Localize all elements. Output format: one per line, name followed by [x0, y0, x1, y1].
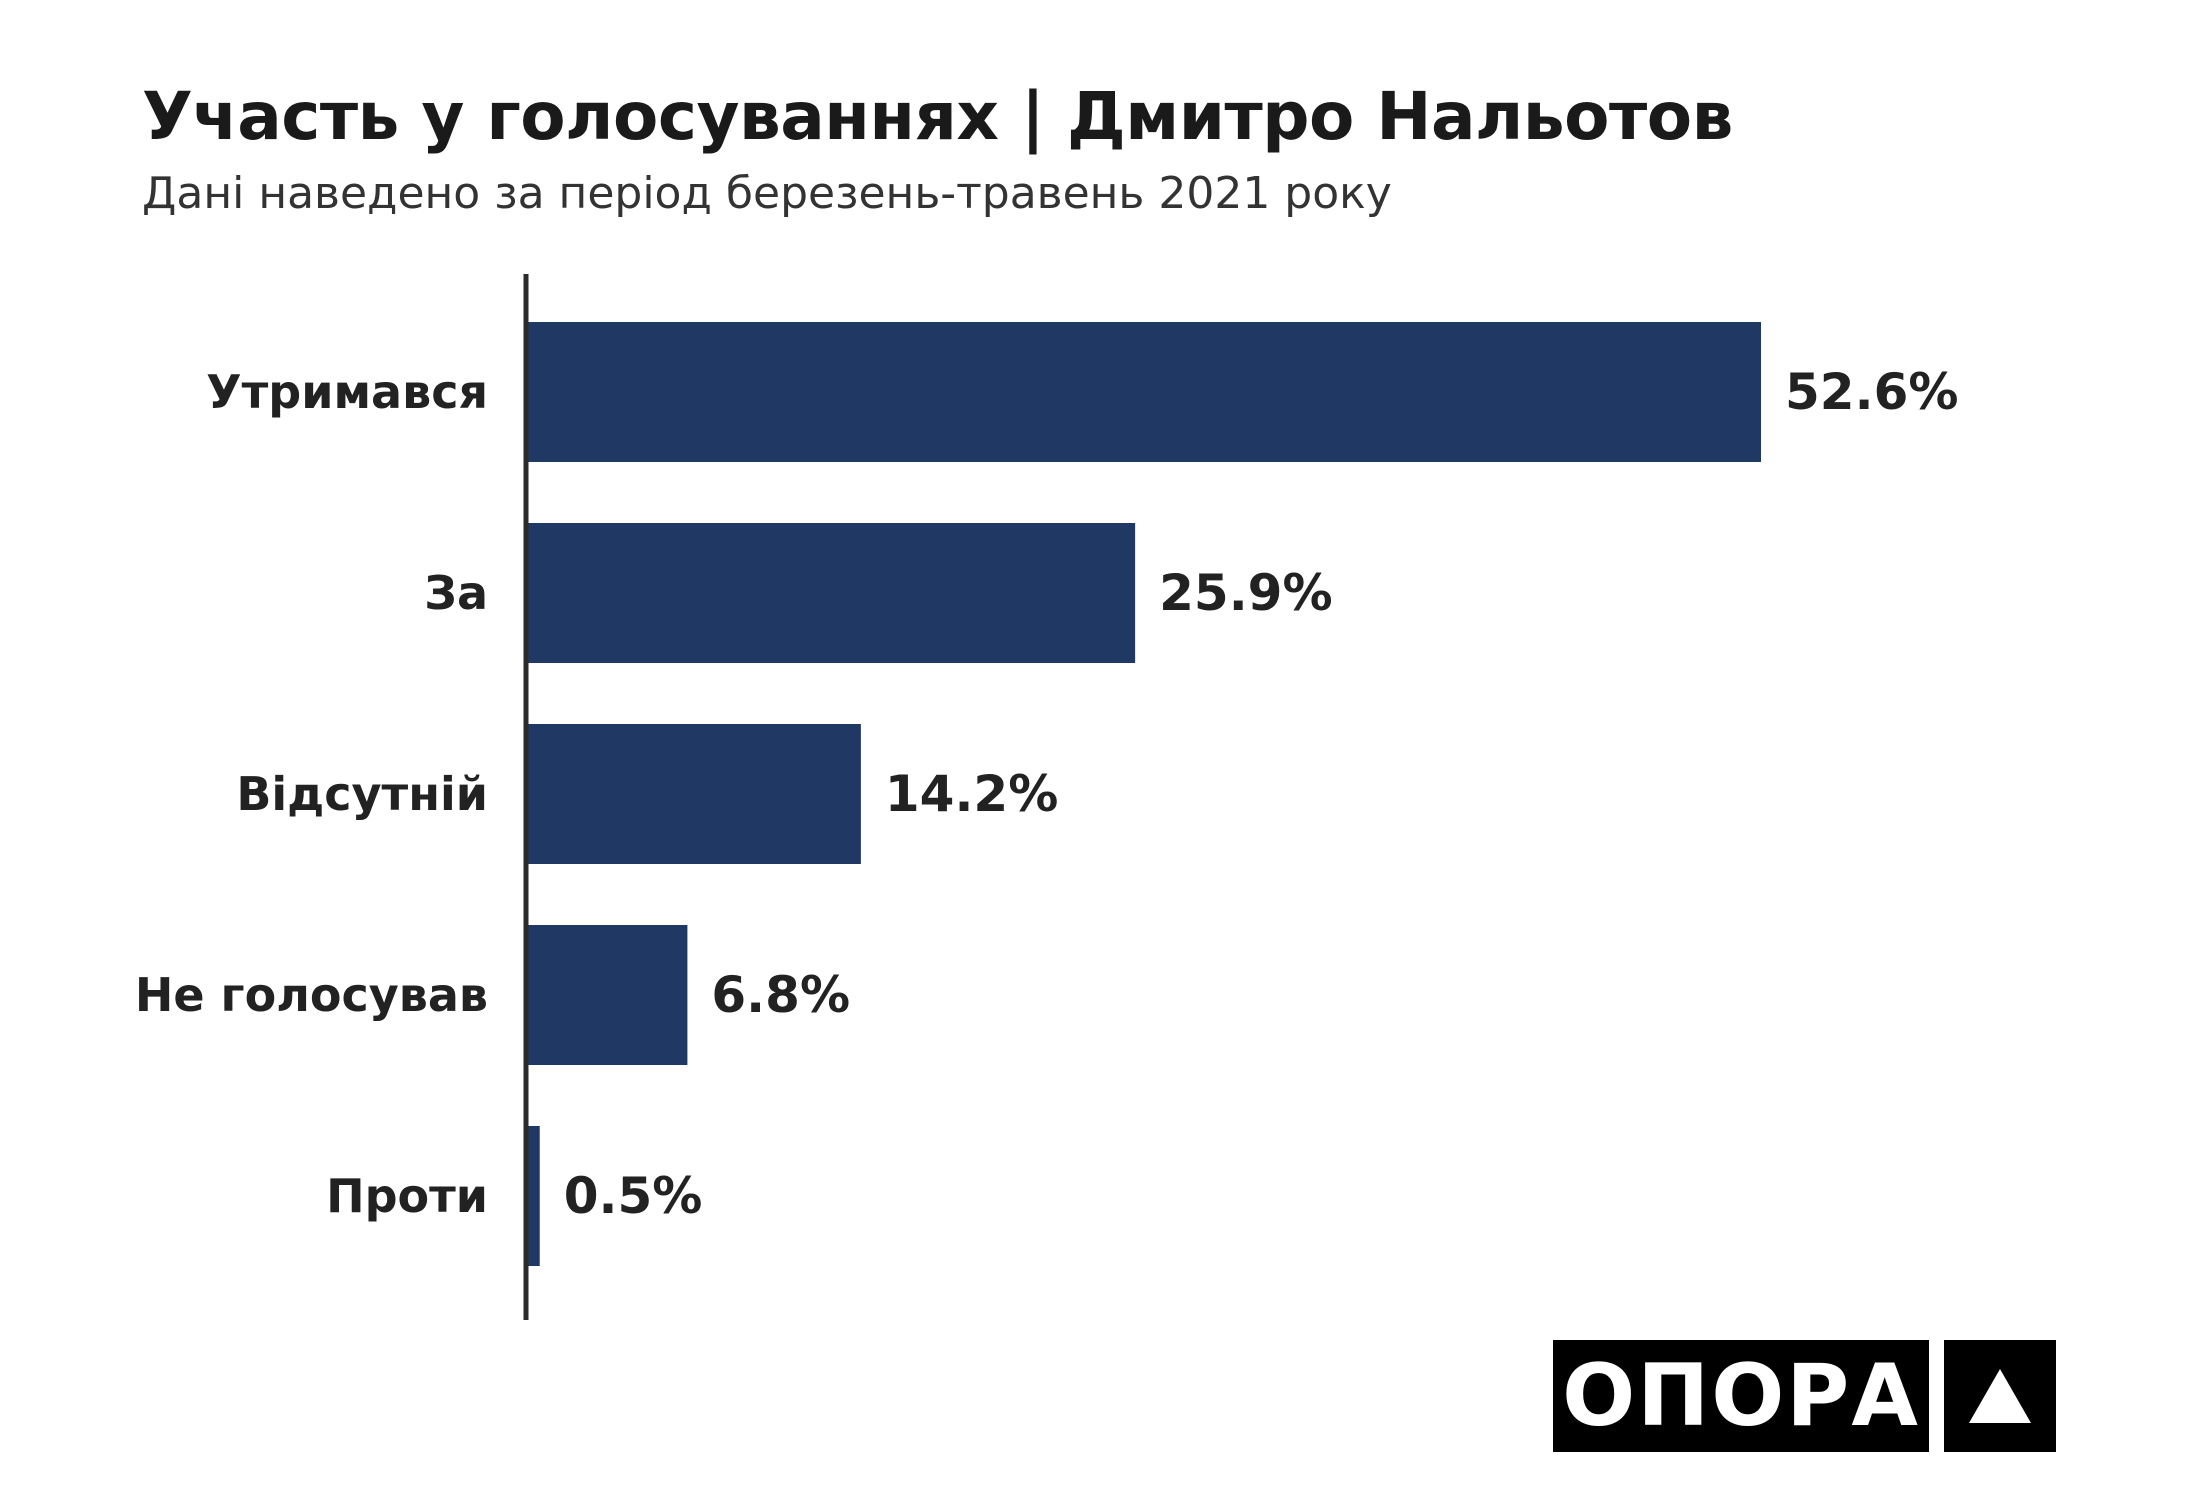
value-label: 6.8% — [711, 966, 850, 1024]
bar-chart: Утримався 52.6% За 25.9% Відсутній 14.2% Не го… — [135, 274, 1959, 1320]
value-label: 25.9% — [1159, 564, 1332, 622]
category-label: За — [424, 566, 488, 620]
bar — [528, 925, 688, 1065]
opora-logo: ОПОРА — [1553, 1340, 2056, 1452]
value-label: 52.6% — [1785, 363, 1958, 421]
bar — [528, 322, 1761, 462]
category-label: Відсутній — [236, 767, 488, 821]
bar — [528, 724, 861, 864]
chart-title: Участь у голосуваннях | Дмитро Нальотов — [142, 78, 1733, 155]
bar — [528, 1126, 540, 1266]
category-label: Утримався — [206, 365, 488, 419]
value-label: 0.5% — [564, 1167, 703, 1225]
value-label: 14.2% — [885, 765, 1058, 823]
category-label: Не голосував — [135, 968, 488, 1022]
bar — [528, 523, 1136, 663]
triangle-icon — [1944, 1340, 2056, 1452]
labels-layer: Утримався 52.6% За 25.9% Відсутній 14.2% Не го… — [135, 363, 1959, 1225]
chart-subtitle: Дані наведено за період березень-травень… — [142, 168, 1392, 219]
logo-wordmark: ОПОРА — [1553, 1340, 1929, 1452]
category-label: Проти — [326, 1169, 488, 1223]
bars-layer — [528, 322, 1761, 1266]
